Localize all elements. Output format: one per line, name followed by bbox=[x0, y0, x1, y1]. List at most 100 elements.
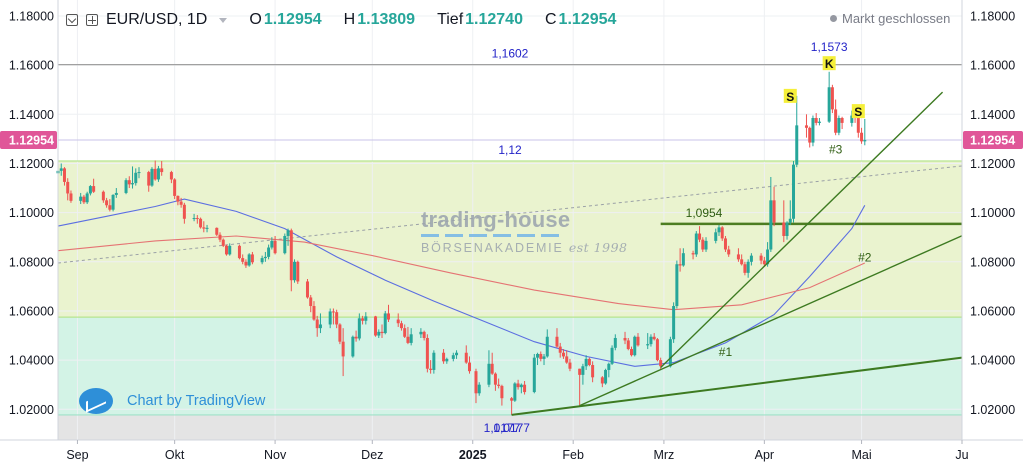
x-tick-label: Ju bbox=[955, 448, 968, 462]
level-label-4: 1,0177 bbox=[484, 421, 521, 435]
tradingview-cloud-icon bbox=[79, 388, 113, 414]
candle-body bbox=[626, 340, 630, 350]
candle-body bbox=[228, 245, 232, 255]
candle-body bbox=[406, 336, 410, 343]
candle-body bbox=[273, 240, 277, 254]
level-label-1: 1,12 bbox=[498, 143, 522, 157]
candle-body bbox=[561, 352, 565, 357]
logo-wordmark: trading-house bbox=[421, 207, 571, 232]
candle-body bbox=[490, 363, 494, 374]
candle-body bbox=[335, 312, 339, 325]
zone-band-2 bbox=[58, 414, 962, 440]
candle-body bbox=[260, 258, 264, 263]
y-tick-right: 1.08000 bbox=[970, 255, 1015, 269]
candle-body bbox=[613, 337, 617, 348]
candle-body bbox=[419, 331, 423, 335]
candle-body bbox=[587, 358, 591, 366]
y-tick-right: 1.02000 bbox=[970, 403, 1015, 417]
candle-body bbox=[205, 227, 209, 229]
candle-body bbox=[88, 186, 92, 194]
candle-body bbox=[817, 121, 821, 123]
candle-body bbox=[105, 200, 109, 206]
candle-body bbox=[814, 117, 818, 123]
candle-body bbox=[545, 336, 549, 357]
candle-body bbox=[247, 254, 251, 266]
candle-body bbox=[749, 255, 753, 262]
candle-body bbox=[59, 168, 63, 171]
candle-body bbox=[542, 356, 546, 359]
candle-body bbox=[270, 240, 274, 248]
candle-body bbox=[863, 140, 867, 142]
candle-body bbox=[691, 253, 695, 255]
watermark-text: Chart by TradingView bbox=[127, 393, 266, 409]
y-tick-right: 1.18000 bbox=[970, 9, 1015, 23]
candle-body bbox=[701, 239, 705, 250]
pattern-box-2 bbox=[851, 104, 865, 119]
candle-body bbox=[137, 172, 141, 174]
candle-body bbox=[772, 200, 776, 223]
trendline-2 bbox=[579, 235, 963, 407]
y-tick-left: 1.18000 bbox=[9, 9, 54, 23]
open-value: 1.12954 bbox=[263, 11, 322, 28]
candle-body bbox=[289, 230, 293, 281]
x-tick-label: Dez bbox=[361, 448, 383, 462]
x-tick-label: Apr bbox=[755, 448, 774, 462]
y-tick-left: 1.16000 bbox=[9, 59, 54, 73]
candle-body bbox=[681, 253, 685, 266]
chevron-down-icon[interactable] bbox=[219, 17, 228, 23]
low-label: Tief bbox=[437, 11, 464, 28]
candle-body bbox=[224, 245, 228, 255]
candle-body bbox=[788, 218, 792, 223]
candle-body bbox=[516, 383, 520, 388]
candle-body bbox=[659, 360, 663, 367]
candle-body bbox=[283, 235, 287, 254]
candle-body bbox=[795, 125, 799, 165]
candle-body bbox=[785, 222, 789, 236]
candle-body bbox=[131, 183, 135, 185]
pattern-box-0 bbox=[783, 88, 797, 103]
candle-body bbox=[218, 234, 222, 240]
candle-body bbox=[380, 331, 384, 334]
trading-house-logo: trading-house BÖRSENAKADEMIE est 1998 bbox=[421, 207, 628, 255]
symbol-title[interactable]: EUR/USD, 1D bbox=[106, 11, 208, 28]
candle-body bbox=[237, 245, 241, 259]
candle-body bbox=[500, 385, 504, 399]
compare-symbol-icon[interactable] bbox=[86, 14, 98, 26]
candle-body bbox=[600, 377, 604, 384]
candle-body bbox=[127, 180, 131, 185]
candle-body bbox=[69, 193, 73, 201]
y-tick-left: 1.02000 bbox=[9, 403, 54, 417]
candle-body bbox=[150, 168, 154, 186]
last-price-tag-right bbox=[963, 131, 1023, 150]
candle-body bbox=[396, 319, 400, 324]
candle-body bbox=[759, 255, 763, 261]
candle-body bbox=[694, 233, 698, 255]
candle-body bbox=[351, 336, 355, 357]
open-label: O bbox=[249, 11, 262, 28]
collapse-legend-icon[interactable] bbox=[66, 14, 78, 26]
candle-body bbox=[455, 352, 459, 356]
candle-body bbox=[341, 341, 345, 357]
candle-body bbox=[422, 331, 426, 338]
candle-body bbox=[830, 87, 834, 110]
y-tick-left: 1.04000 bbox=[9, 354, 54, 368]
candle-body bbox=[474, 371, 478, 394]
x-tick-label: Sep bbox=[66, 448, 88, 462]
candle-body bbox=[766, 249, 770, 265]
candle-body bbox=[808, 127, 812, 143]
candle-body bbox=[364, 316, 368, 321]
market-status-text: Markt geschlossen bbox=[842, 11, 951, 26]
candle-body bbox=[636, 336, 640, 346]
candle-body bbox=[429, 368, 433, 370]
last-price-tag-left bbox=[0, 131, 57, 150]
tradingview-watermark[interactable]: Chart by TradingView bbox=[79, 388, 265, 414]
x-tick-label: Nov bbox=[264, 448, 287, 462]
y-tick-right: 1.16000 bbox=[970, 59, 1015, 73]
candle-body bbox=[591, 365, 595, 378]
candle-body bbox=[523, 384, 527, 393]
candle-body bbox=[493, 373, 497, 385]
candle-body bbox=[286, 230, 290, 236]
candle-body bbox=[263, 256, 267, 259]
